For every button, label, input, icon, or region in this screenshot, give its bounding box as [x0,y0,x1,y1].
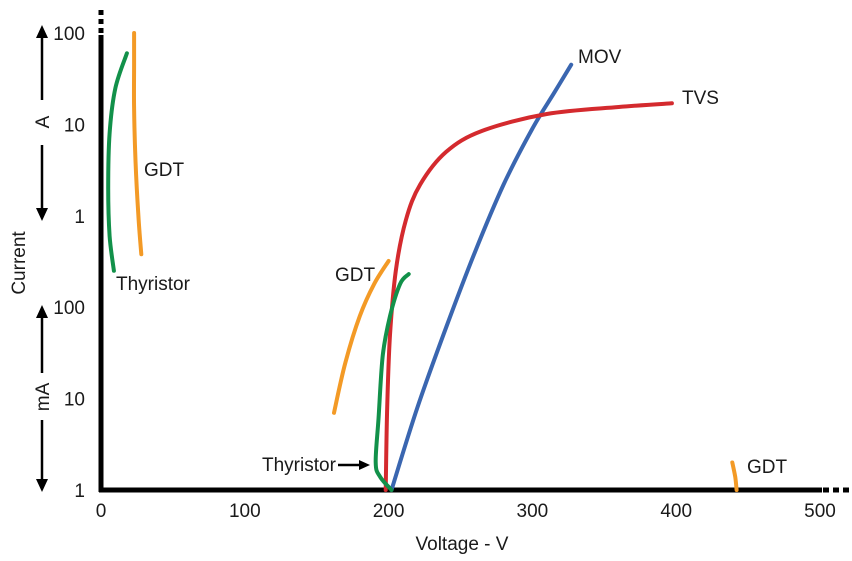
x-axis-title: Voltage - V [416,534,509,555]
y-axis-title: Current [9,231,30,295]
thyristor-low-curve [373,272,411,492]
amps-arrowhead-down [36,208,48,221]
unit-amps-indicator: A [33,25,54,221]
gdt-low-label: GDT [747,457,788,478]
milliamps-unit-label: mA [33,382,54,411]
y-tick-label: 10 [64,390,85,411]
x-tick-label: 0 [96,501,107,522]
y-tick-label: 10 [64,115,85,136]
gdt-high-label: GDT [144,160,185,181]
y-tick-label: 1 [74,481,85,502]
x-tick-label: 200 [373,501,405,522]
amps-unit-label: A [33,115,54,128]
tvs-curve [383,101,674,492]
x-tick-label: 300 [517,501,549,522]
thyristor-low-label: Thyristor [262,455,337,476]
amps-arrowhead-up [36,25,48,38]
x-ticks: 0 100 200 300 400 500 [96,501,836,522]
thyristor-high-curve [106,51,129,273]
ma-arrowhead-down [36,479,48,492]
thyristor-high-label: Thyristor [116,274,191,295]
arrowhead [359,460,370,470]
gdt-mid-curve [332,259,391,415]
mov-label: MOV [578,47,622,68]
gdt-low-curve [730,460,739,492]
tvs-label: TVS [682,88,719,109]
mov-curve [389,62,574,492]
gdt-mid-label: GDT [335,265,376,286]
curves [106,31,739,492]
x-tick-label: 100 [229,501,261,522]
y-tick-label: 100 [53,298,85,319]
x-tick-label: 400 [660,501,692,522]
y-tick-label: 1 [74,207,85,228]
x-tick-label: 500 [804,501,836,522]
unit-milliamps-indicator: mA [33,305,54,492]
axes [98,10,850,493]
ma-arrowhead-up [36,305,48,318]
y-ticks: 100 10 1 100 10 1 [53,24,85,502]
gdt-high-curve [131,31,144,257]
y-tick-label: 100 [53,24,85,45]
thyristor-annotation-arrow [338,460,370,470]
curve-labels: MOV TVS Thyristor GDT Thyristor GDT GDT [116,47,788,478]
